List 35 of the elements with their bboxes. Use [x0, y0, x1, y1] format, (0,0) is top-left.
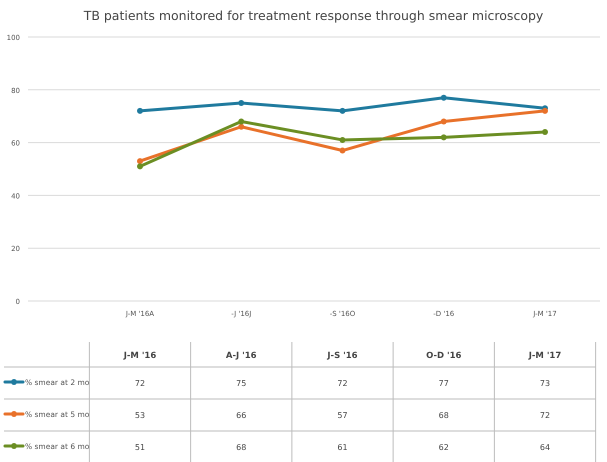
data-label: 66 [236, 411, 246, 420]
text: A-J '16 [226, 351, 257, 361]
data-label: 72 [337, 379, 348, 388]
point [440, 118, 447, 124]
data-label: 75 [236, 379, 246, 388]
point [238, 100, 244, 106]
data-label: 53 [134, 411, 146, 420]
data-label: 68 [236, 443, 246, 452]
point [238, 124, 244, 130]
point [340, 136, 346, 143]
chart-title: TB patients monitored for treatment response through smear microscopy [82, 8, 544, 23]
point [440, 134, 447, 140]
point [542, 129, 548, 136]
point [137, 158, 143, 164]
data-label: 68 [438, 411, 449, 420]
data-label: 62 [438, 443, 449, 452]
point [340, 148, 346, 154]
text: J-S '16 [326, 351, 358, 361]
point [137, 108, 143, 114]
data-label: 72 [134, 379, 146, 388]
data-label: 64 [540, 443, 550, 452]
data-label: 61 [337, 443, 348, 452]
data-label: 77 [438, 379, 449, 388]
text: J-M '17 [528, 351, 562, 361]
data-label: 73 [540, 379, 550, 388]
point [340, 108, 346, 114]
point [238, 118, 244, 124]
point [440, 94, 447, 101]
data-label: 57 [337, 411, 348, 420]
text: J-M '16 [122, 351, 156, 361]
text: O-D '16 [426, 351, 462, 361]
point [542, 108, 548, 114]
data-label: 51 [134, 443, 146, 452]
data-label: 72 [540, 411, 550, 420]
point [137, 163, 143, 170]
